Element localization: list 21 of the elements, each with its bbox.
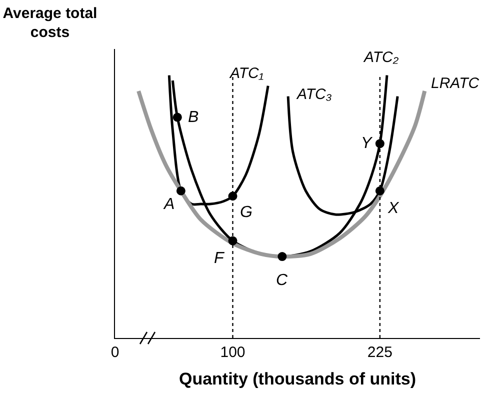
point bbox=[375, 139, 384, 148]
x-axis-title: Quantity (thousands of units) bbox=[178, 370, 416, 388]
annotation: X bbox=[387, 200, 400, 217]
y-axis-title: Average total costs bbox=[2, 4, 98, 42]
series-label: ATC₁ bbox=[229, 65, 264, 82]
series-label: LRATC bbox=[431, 75, 480, 92]
annotation: C bbox=[276, 272, 288, 289]
point bbox=[375, 186, 384, 196]
point bbox=[278, 252, 287, 262]
point bbox=[176, 186, 186, 196]
series-label: ATC₃ bbox=[296, 86, 332, 103]
x-tick-label: 225 bbox=[367, 344, 392, 362]
annotation: F bbox=[214, 250, 225, 267]
annotation: A bbox=[163, 196, 175, 213]
point bbox=[172, 112, 182, 122]
x-tick-label: 0 bbox=[110, 344, 120, 362]
annotation: B bbox=[188, 109, 199, 126]
series-label: ATC₂ bbox=[363, 49, 399, 66]
annotation: G bbox=[240, 204, 252, 221]
x-tick-label: 100 bbox=[220, 344, 246, 362]
annotation: Y bbox=[361, 135, 373, 152]
